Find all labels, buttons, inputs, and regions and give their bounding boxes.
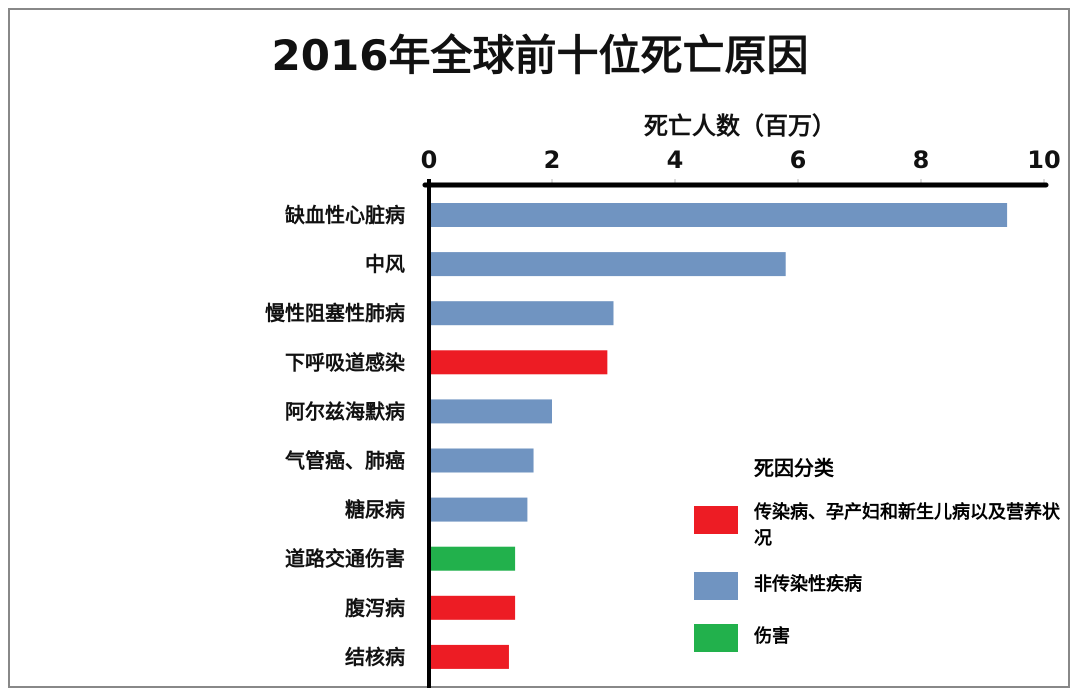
chart-frame bbox=[8, 8, 1070, 688]
legend-item-injuries: 伤害 bbox=[694, 624, 1064, 652]
x-tick-label: 8 bbox=[913, 146, 930, 174]
category-label: 中风 bbox=[365, 252, 405, 276]
category-label: 下呼吸道感染 bbox=[285, 350, 406, 374]
x-tick-label: 0 bbox=[421, 146, 438, 174]
category-label: 道路交通伤害 bbox=[285, 547, 405, 571]
legend-label: 传染病、孕产妇和新生儿病以及营养状况 bbox=[754, 502, 1060, 549]
legend-swatch bbox=[694, 572, 738, 600]
legend-label: 伤害 bbox=[754, 626, 790, 647]
bar bbox=[429, 252, 786, 277]
x-axis-label: 死亡人数（百万） bbox=[644, 112, 836, 140]
x-tick-label: 10 bbox=[1027, 146, 1060, 174]
category-label: 阿尔兹海默病 bbox=[285, 399, 405, 423]
legend-label: 非传染性疾病 bbox=[754, 574, 862, 595]
bar bbox=[429, 448, 534, 473]
legend-title: 死因分类 bbox=[754, 456, 834, 480]
bar bbox=[429, 595, 516, 620]
bar bbox=[429, 546, 516, 571]
legend-swatch bbox=[694, 506, 738, 534]
legend-item-communicable: 传染病、孕产妇和新生儿病以及营养状况 bbox=[694, 500, 1064, 552]
x-tick-label: 2 bbox=[544, 146, 561, 174]
chart-title: 2016年全球前十位死亡原因 bbox=[271, 31, 809, 80]
bar bbox=[429, 497, 528, 522]
category-label: 气管癌、肺癌 bbox=[284, 449, 405, 473]
bar bbox=[429, 350, 608, 375]
category-label: 糖尿病 bbox=[345, 498, 405, 522]
bar bbox=[429, 644, 509, 669]
legend-item-noncommunicable: 非传染性疾病 bbox=[694, 572, 1064, 600]
legend-swatch bbox=[694, 624, 738, 652]
x-tick-label: 6 bbox=[790, 146, 807, 174]
bar bbox=[429, 203, 1008, 227]
bar bbox=[429, 399, 552, 424]
bar bbox=[429, 301, 614, 326]
x-tick-label: 4 bbox=[667, 146, 684, 174]
category-label: 慢性阻塞性肺病 bbox=[265, 301, 405, 325]
category-label: 腹泻病 bbox=[345, 596, 405, 620]
category-label: 缺血性心脏病 bbox=[285, 203, 405, 227]
category-label: 结核病 bbox=[345, 645, 405, 669]
